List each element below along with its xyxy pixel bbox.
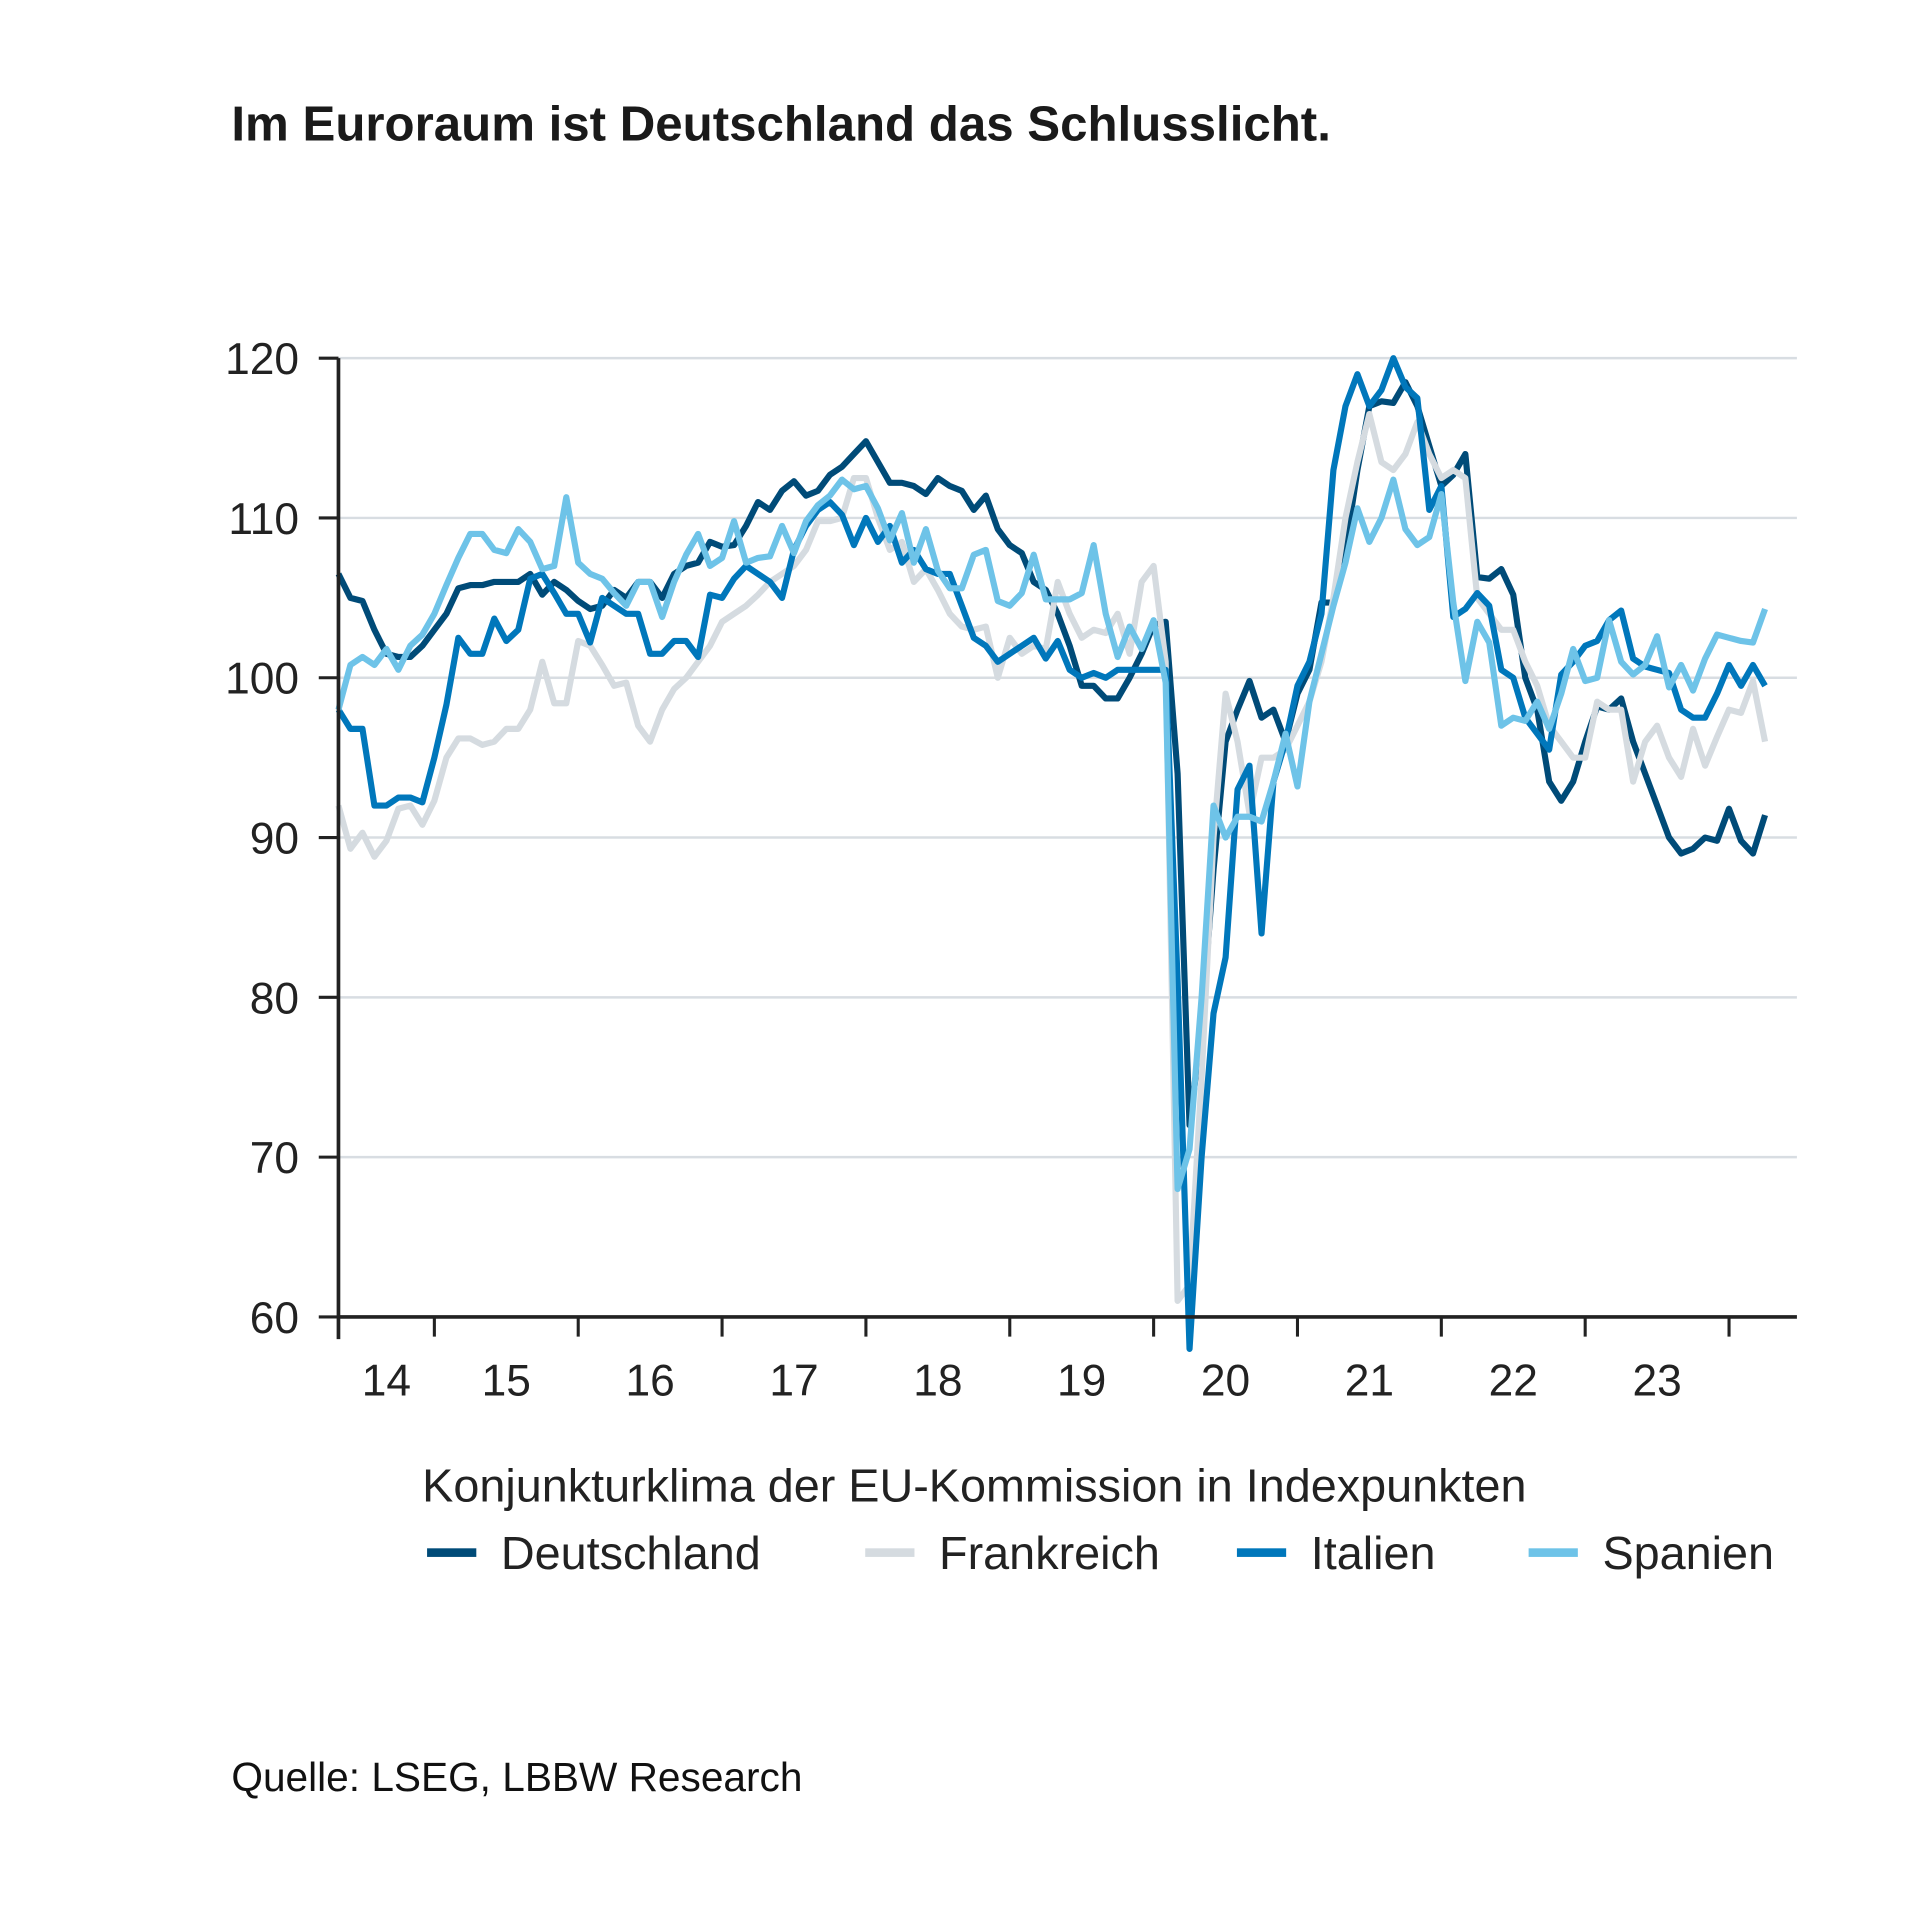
gridlines bbox=[318, 356, 1797, 1319]
y-tick-label: 70 bbox=[250, 1134, 299, 1183]
legend-item-spanien: Spanien bbox=[1528, 1527, 1774, 1579]
legend-item-italien: Italien bbox=[1236, 1527, 1436, 1579]
legend-swatch bbox=[427, 1548, 477, 1557]
y-tick-label: 90 bbox=[250, 815, 299, 864]
x-tick-label: 20 bbox=[1201, 1357, 1250, 1406]
x-tick-label: 22 bbox=[1489, 1357, 1538, 1406]
x-tick-label: 18 bbox=[913, 1357, 962, 1406]
legend-label: Deutschland bbox=[501, 1527, 761, 1579]
series-line-italien bbox=[335, 355, 1768, 1352]
legend-swatch bbox=[1528, 1548, 1578, 1557]
legend-label: Italien bbox=[1311, 1527, 1436, 1579]
series-line-frankreich bbox=[335, 410, 1769, 1304]
x-tick-label: 23 bbox=[1632, 1357, 1681, 1406]
x-tick-label: 17 bbox=[769, 1357, 818, 1406]
legend: Deutschland Frankreich Italien Spanien bbox=[427, 1527, 1774, 1579]
legend-item-frankreich: Frankreich bbox=[865, 1527, 1160, 1579]
y-tick-label: 60 bbox=[250, 1294, 299, 1343]
y-tick-label: 80 bbox=[250, 974, 299, 1023]
legend-swatch bbox=[1236, 1548, 1287, 1557]
y-tick-label: 110 bbox=[228, 495, 299, 544]
x-tick-label: 16 bbox=[626, 1357, 675, 1406]
legend-title: Konjunkturklima der EU-Kommission in Ind… bbox=[422, 1460, 1526, 1512]
source-note: Quelle: LSEG, LBBW Research bbox=[231, 1754, 802, 1800]
x-axis-labels: 14 15 16 17 18 19 20 21 22 23 bbox=[362, 1357, 1682, 1406]
y-tick-label: 100 bbox=[225, 655, 299, 704]
legend-swatch bbox=[865, 1548, 915, 1557]
x-tick-label: 19 bbox=[1057, 1357, 1106, 1406]
legend-label: Frankreich bbox=[939, 1527, 1160, 1579]
series-lines bbox=[335, 355, 1769, 1352]
x-tick-label: 14 bbox=[362, 1357, 411, 1406]
axes bbox=[336, 358, 1797, 1340]
y-tick-label: 120 bbox=[225, 335, 299, 384]
chart-title: Im Euroraum ist Deutschland das Schlussl… bbox=[231, 96, 1331, 151]
legend-item-deutschland: Deutschland bbox=[427, 1527, 761, 1579]
series-line-deutschland bbox=[335, 379, 1768, 1129]
legend-label: Spanien bbox=[1602, 1527, 1774, 1579]
x-tick-label: 21 bbox=[1345, 1357, 1394, 1406]
series-line-spanien bbox=[335, 476, 1768, 1193]
y-axis-labels: 60 70 80 90 100 110 120 bbox=[225, 335, 299, 1343]
x-tick-label: 15 bbox=[482, 1357, 531, 1406]
